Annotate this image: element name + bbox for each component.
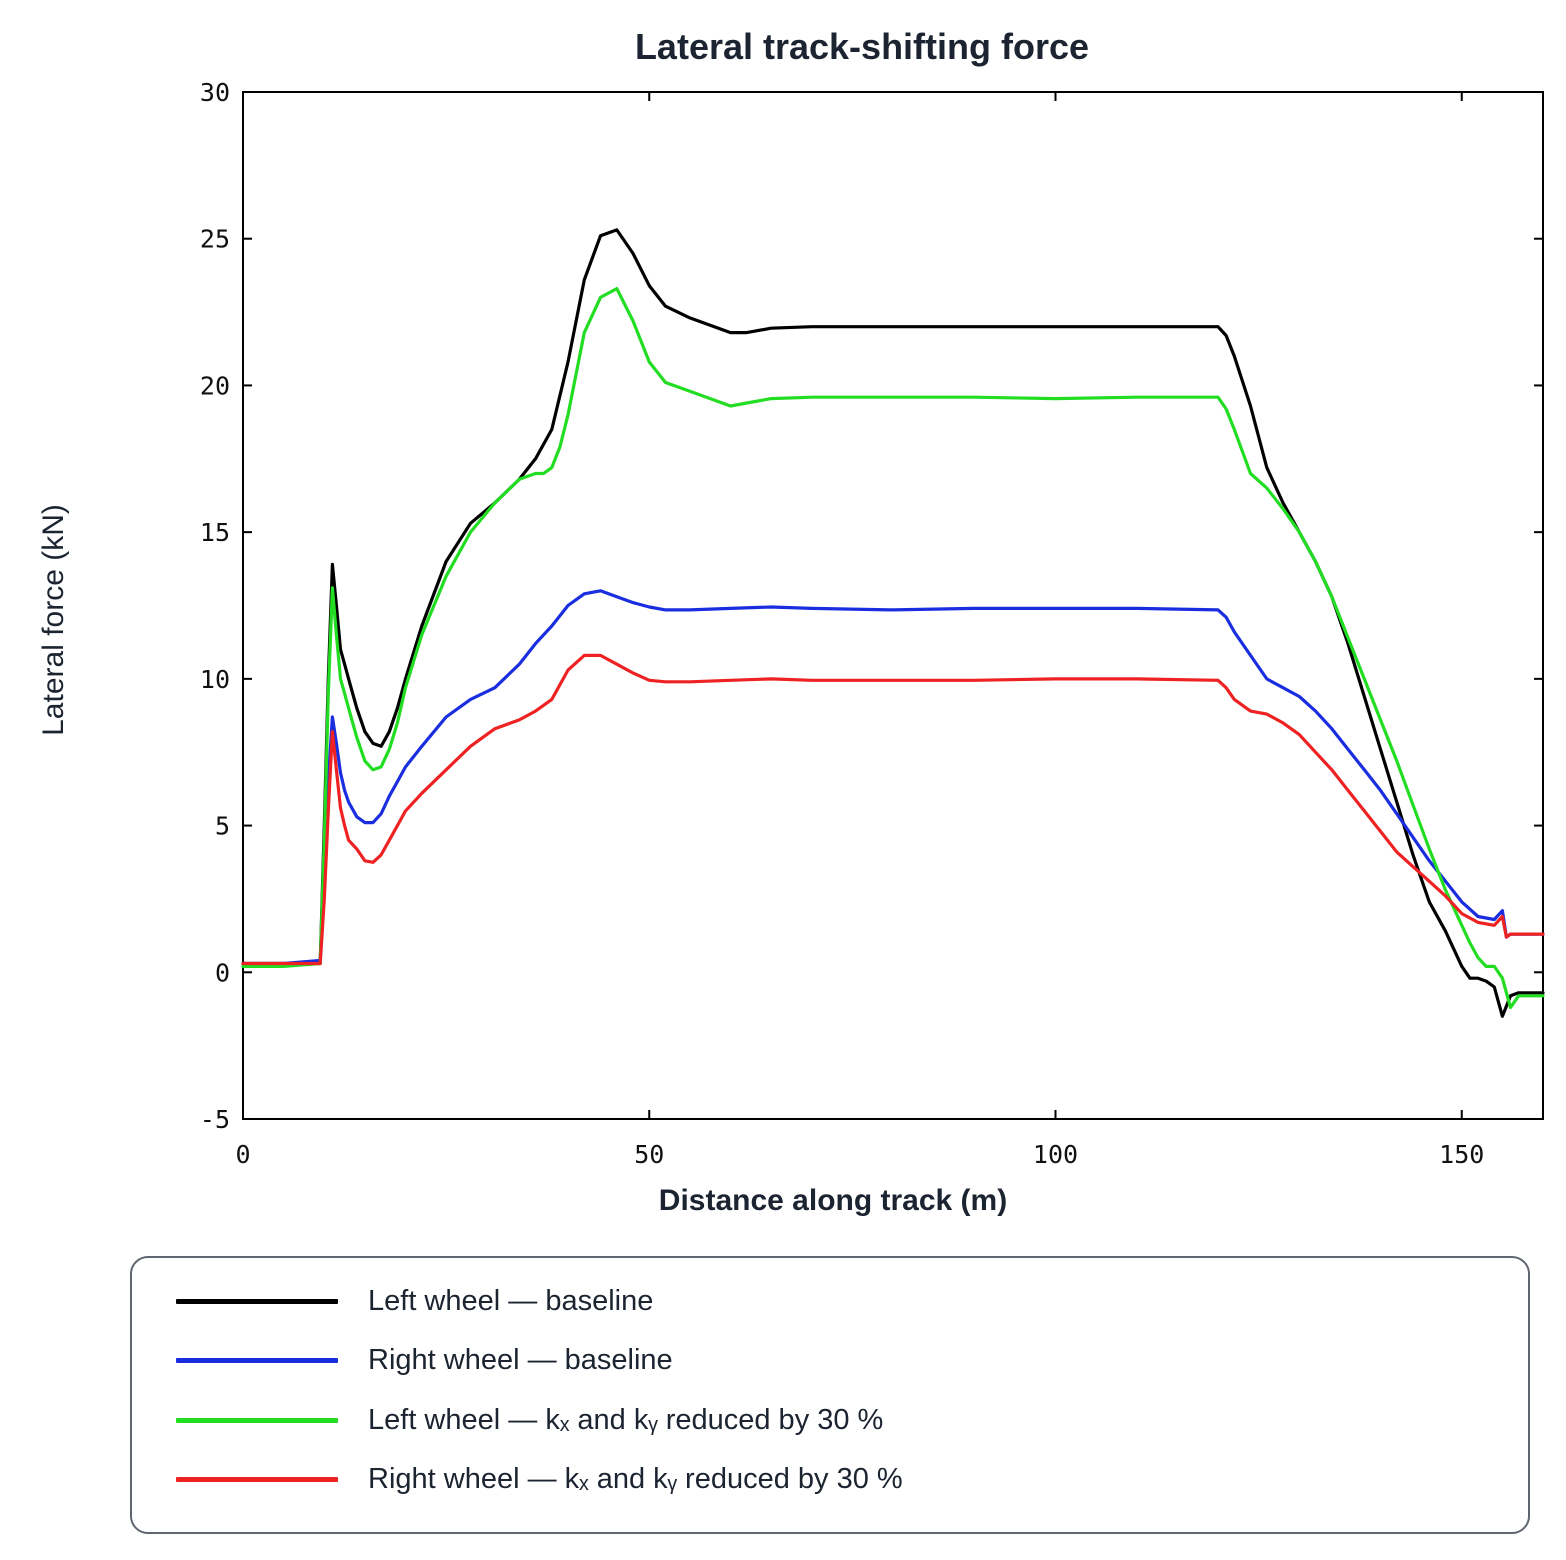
legend-label: Right wheel — kₓ and kᵧ reduced by 30 % (368, 1462, 903, 1495)
legend-label: Right wheel — baseline (368, 1343, 673, 1376)
y-tick-label: 0 (215, 958, 230, 987)
series-line (241, 287, 1545, 1010)
series-lines (241, 228, 1545, 1018)
y-axis-label: Lateral force (kN) (37, 504, 70, 736)
x-tick-label: 50 (634, 1140, 664, 1169)
y-tick-label: 10 (200, 665, 230, 694)
legend-swatch (176, 1476, 338, 1482)
legend-swatch (176, 1417, 338, 1423)
y-tick-label: 25 (200, 225, 230, 254)
series-line (241, 589, 1545, 966)
legend-swatch (176, 1357, 338, 1363)
x-tick-label: 100 (1033, 1140, 1078, 1169)
x-tick-label: 150 (1439, 1140, 1484, 1169)
x-tick-label: 0 (235, 1140, 250, 1169)
y-tick-label: 20 (200, 371, 230, 400)
legend-item: Right wheel — kₓ and kᵧ reduced by 30 % (176, 1459, 903, 1499)
y-tick-label: -5 (200, 1105, 230, 1134)
legend-item: Right wheel — baseline (176, 1340, 673, 1380)
legend: Left wheel — baseline Right wheel — base… (130, 1256, 1530, 1534)
series-line (241, 228, 1545, 1018)
legend-item: Left wheel — baseline (176, 1281, 653, 1321)
legend-item: Left wheel — kₓ and kᵧ reduced by 30 % (176, 1400, 883, 1440)
y-tick-label: 30 (200, 78, 230, 107)
legend-label: Left wheel — kₓ and kᵧ reduced by 30 % (368, 1403, 884, 1436)
plot-area (242, 91, 1544, 1120)
series-line (241, 653, 1545, 966)
y-tick-label: 15 (200, 518, 230, 547)
legend-label: Left wheel — baseline (368, 1284, 654, 1317)
y-tick-label: 5 (215, 812, 230, 841)
legend-swatch (176, 1298, 338, 1304)
x-axis-label: Distance along track (m) (659, 1184, 1007, 1217)
chart-title: Lateral track-shifting force (635, 26, 1089, 67)
line-chart: Lateral track-shifting force 0 50 100 150-5… (37, 26, 1545, 1217)
